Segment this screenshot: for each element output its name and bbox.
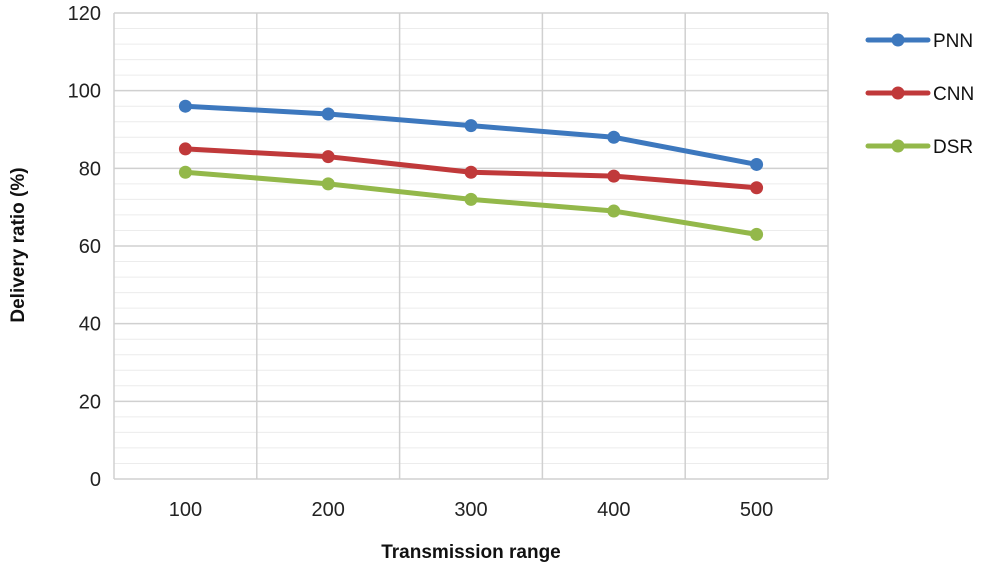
data-point-pnn <box>321 107 335 121</box>
grid <box>113 12 829 480</box>
legend-item-pnn: PNN <box>865 31 973 52</box>
legend-label: PNN <box>933 31 973 52</box>
y-tick-label: 0 <box>90 469 101 491</box>
legend-marker <box>891 33 905 47</box>
data-point-cnn <box>750 181 764 195</box>
y-axis-title: Delivery ratio (%) <box>8 167 29 322</box>
legend-item-cnn: CNN <box>865 84 974 105</box>
legend-item-dsr: DSR <box>865 137 973 158</box>
data-point-dsr <box>750 227 764 241</box>
series-dsr <box>178 165 764 241</box>
data-point-cnn <box>178 142 192 156</box>
data-point-cnn <box>607 169 621 183</box>
legend-marker <box>891 86 905 100</box>
x-tick-label: 300 <box>454 499 487 521</box>
data-point-pnn <box>178 99 192 113</box>
data-point-pnn <box>464 119 478 133</box>
data-point-dsr <box>607 204 621 218</box>
y-tick-label: 60 <box>79 236 101 258</box>
y-tick-label: 100 <box>68 81 101 103</box>
x-tick-label: 100 <box>169 499 202 521</box>
data-point-dsr <box>178 165 192 179</box>
series-cnn <box>178 142 764 195</box>
data-point-cnn <box>464 165 478 179</box>
x-tick-label: 500 <box>740 499 773 521</box>
x-tick-label: 200 <box>312 499 345 521</box>
y-tick-label: 80 <box>79 158 101 180</box>
data-point-pnn <box>750 157 764 171</box>
legend-label: DSR <box>933 137 973 158</box>
x-axis-title: Transmission range <box>381 542 561 563</box>
x-tick-label: 400 <box>597 499 630 521</box>
tick-labels: 0 20 40 60 80 100 120 100 200 300 400 500 <box>68 3 774 521</box>
legend-label: CNN <box>933 84 974 105</box>
data-point-pnn <box>607 130 621 144</box>
y-tick-label: 40 <box>79 314 101 336</box>
series-pnn <box>178 99 764 171</box>
data-point-dsr <box>321 177 335 191</box>
series-layer <box>178 99 764 241</box>
data-point-cnn <box>321 150 335 164</box>
y-tick-label: 120 <box>68 3 101 25</box>
legend-marker <box>891 139 905 153</box>
data-point-dsr <box>464 192 478 206</box>
legend: PNN CNN DSR <box>865 31 974 158</box>
y-tick-label: 20 <box>79 391 101 413</box>
